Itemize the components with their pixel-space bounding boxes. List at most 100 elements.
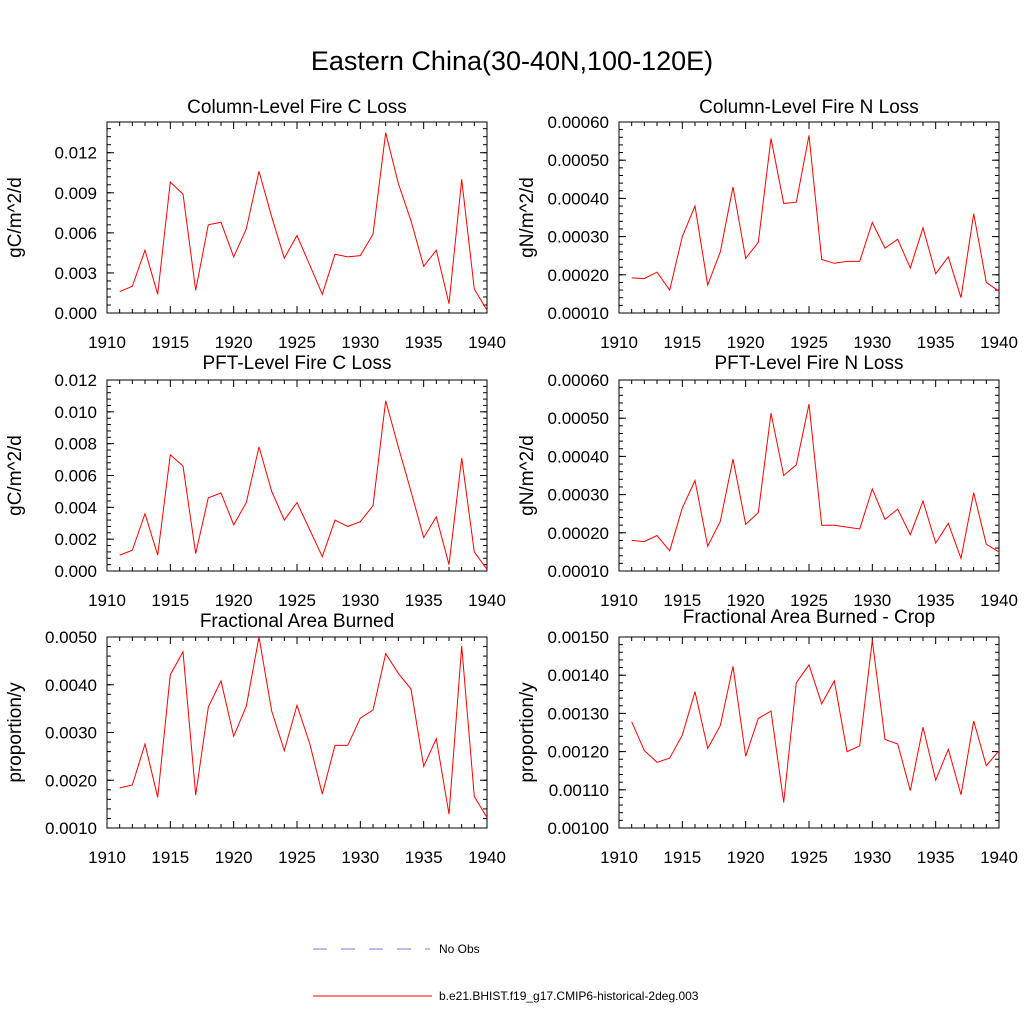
x-tick-label: 1940 (468, 591, 506, 610)
x-tick-label: 1930 (341, 591, 379, 610)
x-tick-label: 1940 (980, 591, 1018, 610)
x-tick-label: 1920 (727, 848, 765, 867)
y-axis-label: proportion/y (5, 682, 26, 783)
x-tick-label: 1930 (341, 333, 379, 352)
chart-panel-6: Fractional Area Burned - Crop proportion/… (517, 607, 1018, 867)
y-tick-label: 0.012 (54, 371, 97, 390)
x-tick-label: 1935 (917, 591, 955, 610)
y-axis-label: gC/m^2/d (5, 435, 26, 516)
x-tick-label: 1935 (917, 848, 955, 867)
y-tick-label: 0.000 (54, 562, 97, 581)
y-axis-label: gN/m^2/d (517, 177, 538, 258)
x-tick-label: 1915 (663, 591, 701, 610)
y-tick-label: 0.00020 (548, 524, 609, 543)
y-axis-label: gN/m^2/d (517, 435, 538, 516)
panel-title: Fractional Area Burned - Crop (683, 607, 935, 628)
x-tick-label: 1920 (727, 333, 765, 352)
y-axis-label: proportion/y (517, 682, 538, 783)
x-tick-label: 1915 (663, 848, 701, 867)
x-tick-label: 1935 (405, 591, 443, 610)
x-tick-label: 1910 (88, 333, 126, 352)
chart-panel-4: PFT-Level Fire N Loss gN/m^2/d 1910 1915 192… (517, 353, 1018, 610)
panel-title: Column-Level Fire C Loss (187, 97, 407, 118)
x-tick-label: 1910 (88, 591, 126, 610)
series-line-model (119, 400, 488, 570)
x-tick-label: 1910 (600, 848, 638, 867)
y-tick-label: 0.00110 (549, 781, 609, 800)
y-tick-label: 0.0020 (45, 771, 97, 790)
y-tick-label: 0.003 (54, 264, 97, 283)
series-line-model (631, 640, 1000, 803)
y-tick-label: 0.00150 (548, 628, 609, 647)
x-tick-label: 1940 (980, 333, 1018, 352)
panel-title: Fractional Area Burned (200, 611, 394, 632)
series-line-model (631, 135, 1000, 298)
y-tick-label: 0.0030 (45, 724, 97, 743)
x-tick-label: 1940 (468, 848, 506, 867)
x-tick-label: 1910 (600, 333, 638, 352)
y-tick-label: 0.00120 (548, 743, 609, 762)
y-tick-label: 0.00100 (548, 819, 609, 838)
y-tick-label: 0.00060 (548, 371, 609, 390)
x-tick-label: 1925 (790, 848, 828, 867)
x-tick-label: 1915 (151, 848, 189, 867)
x-tick-label: 1930 (853, 591, 891, 610)
x-tick-label: 1930 (853, 848, 891, 867)
y-tick-label: 0.00140 (548, 666, 609, 685)
x-tick-label: 1930 (853, 333, 891, 352)
y-tick-label: 0.00030 (548, 228, 609, 247)
panels-group: Column-Level Fire C Loss gC/m^2/d 1910 1915… (5, 97, 1018, 867)
series-line-model (119, 132, 488, 311)
plot-frame (618, 121, 1000, 314)
x-tick-label: 1910 (88, 848, 126, 867)
x-tick-label: 1930 (341, 848, 379, 867)
panel-title: PFT-Level Fire N Loss (715, 353, 904, 374)
y-tick-label: 0.010 (54, 403, 97, 422)
x-tick-label: 1920 (727, 591, 765, 610)
x-tick-label: 1920 (215, 848, 253, 867)
y-tick-label: 0.00020 (548, 266, 609, 285)
panel-title: Column-Level Fire N Loss (699, 97, 919, 118)
y-tick-label: 0.0050 (45, 628, 97, 647)
y-tick-label: 0.00010 (548, 304, 609, 323)
y-tick-label: 0.00050 (548, 151, 609, 170)
chart-panel-3: PFT-Level Fire C Loss gC/m^2/d 1910 1915 192… (5, 353, 506, 610)
y-tick-label: 0.006 (54, 467, 97, 486)
x-tick-label: 1920 (215, 591, 253, 610)
x-tick-label: 1925 (790, 333, 828, 352)
chart-panel-5: Fractional Area Burned proportion/y 1910 19… (5, 611, 506, 867)
x-tick-label: 1920 (215, 333, 253, 352)
y-tick-label: 0.00040 (548, 189, 609, 208)
y-tick-label: 0.006 (54, 224, 97, 243)
y-tick-label: 0.004 (54, 498, 97, 517)
y-tick-label: 0.00060 (548, 113, 609, 132)
y-tick-label: 0.00050 (548, 409, 609, 428)
y-tick-label: 0.008 (54, 435, 97, 454)
y-tick-label: 0.00040 (548, 447, 609, 466)
y-tick-label: 0.009 (54, 184, 97, 203)
x-tick-label: 1915 (151, 591, 189, 610)
y-tick-label: 0.002 (54, 530, 97, 549)
plot-frame (106, 379, 488, 572)
panel-title: PFT-Level Fire C Loss (203, 353, 392, 374)
plot-frame (106, 121, 488, 314)
legend: No Obs b.e21.BHIST.f19_g17.CMIP6-histori… (313, 942, 699, 1003)
x-tick-label: 1935 (405, 848, 443, 867)
x-tick-label: 1935 (917, 333, 955, 352)
y-tick-label: 0.0010 (45, 819, 97, 838)
chart-panel-1: Column-Level Fire C Loss gC/m^2/d 1910 1915… (5, 97, 506, 352)
x-tick-label: 1915 (663, 333, 701, 352)
x-tick-label: 1925 (278, 848, 316, 867)
x-tick-label: 1925 (278, 591, 316, 610)
y-tick-label: 0.00130 (548, 704, 609, 723)
x-tick-label: 1910 (600, 591, 638, 610)
x-tick-label: 1935 (405, 333, 443, 352)
legend-model-label: b.e21.BHIST.f19_g17.CMIP6-historical-2de… (439, 989, 699, 1003)
y-tick-label: 0.00010 (548, 562, 609, 581)
x-tick-label: 1940 (980, 848, 1018, 867)
y-axis-label: gC/m^2/d (5, 177, 26, 258)
x-tick-label: 1925 (278, 333, 316, 352)
series-line-model (631, 403, 1000, 561)
series-line-model (119, 636, 488, 818)
legend-no-obs-label: No Obs (439, 942, 480, 956)
